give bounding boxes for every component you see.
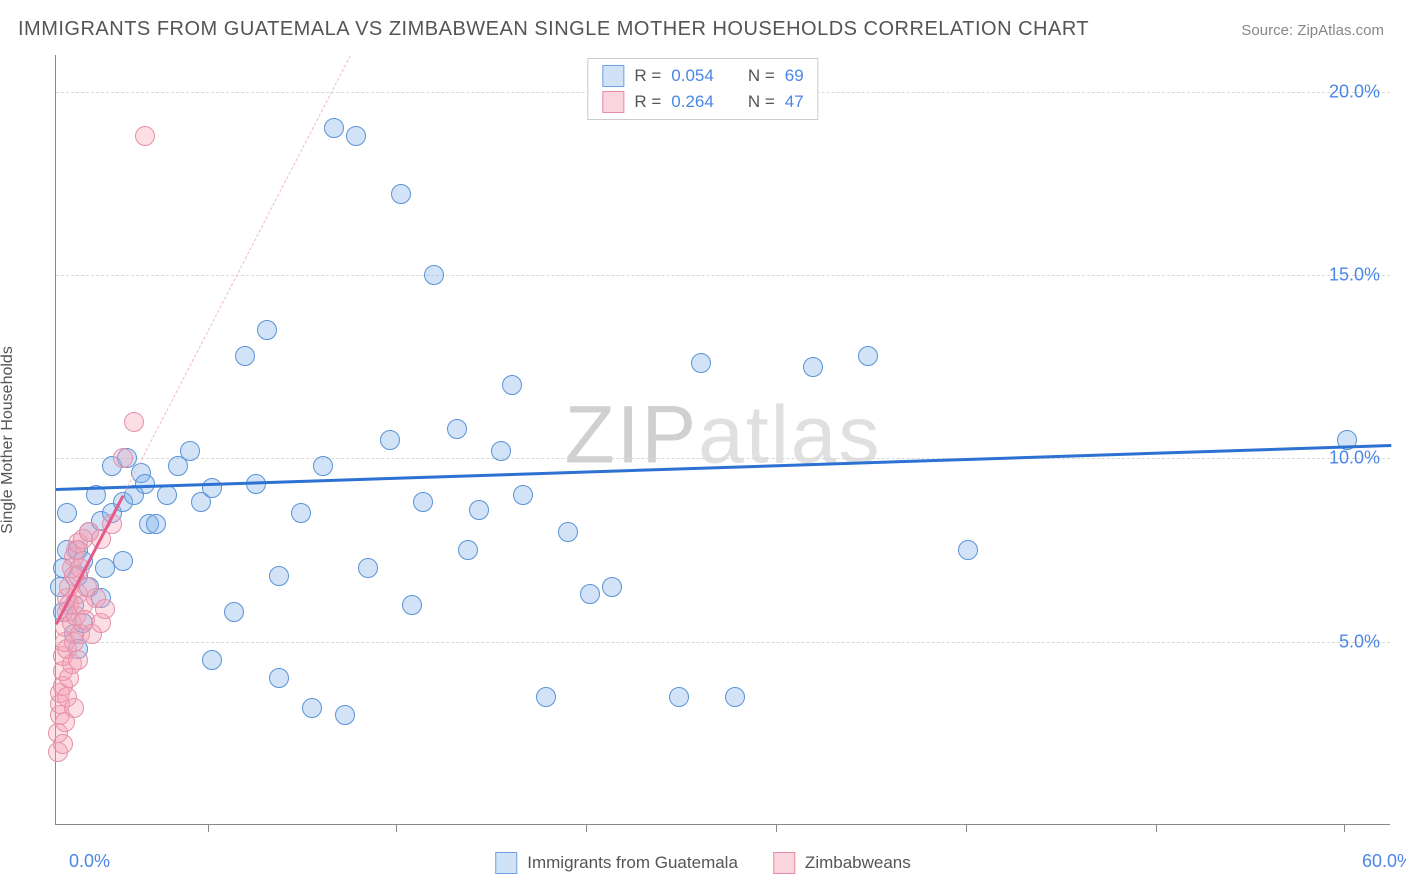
data-point-guatemala (803, 357, 823, 377)
data-point-guatemala (502, 375, 522, 395)
data-point-guatemala (447, 419, 467, 439)
data-point-guatemala (335, 705, 355, 725)
source-value: ZipAtlas.com (1297, 22, 1384, 39)
data-point-guatemala (113, 551, 133, 571)
data-point-guatemala (346, 126, 366, 146)
legend-label-zimbabwe: Zimbabweans (805, 853, 911, 873)
data-point-guatemala (269, 668, 289, 688)
data-point-guatemala (157, 485, 177, 505)
legend-row-guatemala: R = 0.054 N = 69 (602, 63, 803, 89)
data-point-guatemala (602, 577, 622, 597)
data-point-guatemala (235, 346, 255, 366)
n-value-zimbabwe: 47 (785, 92, 804, 112)
swatch-guatemala (495, 852, 517, 874)
r-value-guatemala: 0.054 (671, 66, 714, 86)
legend-row-zimbabwe: R = 0.264 N = 47 (602, 89, 803, 115)
data-point-guatemala (580, 584, 600, 604)
n-label: N = (748, 66, 775, 86)
trend-line-guatemala (56, 444, 1391, 491)
x-tick (1156, 824, 1157, 832)
source-prefix: Source: (1241, 22, 1297, 39)
y-tick-label: 5.0% (1339, 631, 1380, 652)
legend-item-guatemala: Immigrants from Guatemala (495, 852, 738, 874)
data-point-guatemala (202, 478, 222, 498)
data-point-guatemala (358, 558, 378, 578)
swatch-guatemala (602, 65, 624, 87)
data-point-guatemala (669, 687, 689, 707)
x-tick (396, 824, 397, 832)
data-point-guatemala (958, 540, 978, 560)
data-point-guatemala (725, 687, 745, 707)
r-label: R = (634, 92, 661, 112)
data-point-guatemala (202, 650, 222, 670)
data-point-guatemala (558, 522, 578, 542)
x-tick (966, 824, 967, 832)
data-point-guatemala (324, 118, 344, 138)
scatter-chart: ZIPatlas 5.0%10.0%15.0%20.0% (55, 55, 1390, 825)
data-point-zimbabwe (113, 448, 133, 468)
data-point-guatemala (536, 687, 556, 707)
y-axis-label: Single Mother Households (0, 346, 17, 534)
chart-title: IMMIGRANTS FROM GUATEMALA VS ZIMBABWEAN … (18, 18, 1089, 41)
data-point-guatemala (491, 441, 511, 461)
r-value-zimbabwe: 0.264 (671, 92, 714, 112)
data-point-guatemala (458, 540, 478, 560)
swatch-zimbabwe (773, 852, 795, 874)
correlation-legend: R = 0.054 N = 69 R = 0.264 N = 47 (587, 58, 818, 120)
data-point-zimbabwe (68, 650, 88, 670)
data-point-guatemala (402, 595, 422, 615)
x-tick (586, 824, 587, 832)
data-point-zimbabwe (64, 698, 84, 718)
y-tick-label: 20.0% (1329, 81, 1380, 102)
gridline (56, 275, 1390, 276)
data-point-guatemala (391, 184, 411, 204)
data-point-zimbabwe (124, 412, 144, 432)
legend-item-zimbabwe: Zimbabweans (773, 852, 911, 874)
data-point-guatemala (413, 492, 433, 512)
data-point-guatemala (257, 320, 277, 340)
source-label: Source: ZipAtlas.com (1241, 22, 1384, 39)
data-point-guatemala (224, 602, 244, 622)
x-tick-label-min: 0.0% (69, 851, 110, 872)
data-point-zimbabwe (135, 126, 155, 146)
data-point-zimbabwe (53, 734, 73, 754)
data-point-guatemala (57, 503, 77, 523)
data-point-guatemala (513, 485, 533, 505)
r-label: R = (634, 66, 661, 86)
swatch-zimbabwe (602, 91, 624, 113)
data-point-guatemala (313, 456, 333, 476)
data-point-guatemala (469, 500, 489, 520)
data-point-guatemala (269, 566, 289, 586)
x-tick-label-max: 60.0% (1362, 851, 1406, 872)
gridline (56, 642, 1390, 643)
data-point-guatemala (302, 698, 322, 718)
data-point-guatemala (146, 514, 166, 534)
y-tick-label: 10.0% (1329, 448, 1380, 469)
legend-label-guatemala: Immigrants from Guatemala (527, 853, 738, 873)
data-point-guatemala (380, 430, 400, 450)
x-tick (1344, 824, 1345, 832)
data-point-guatemala (180, 441, 200, 461)
data-point-guatemala (858, 346, 878, 366)
series-legend: Immigrants from Guatemala Zimbabweans (495, 852, 911, 874)
data-point-guatemala (424, 265, 444, 285)
x-tick (208, 824, 209, 832)
n-value-guatemala: 69 (785, 66, 804, 86)
data-point-zimbabwe (95, 599, 115, 619)
data-point-guatemala (291, 503, 311, 523)
data-point-guatemala (691, 353, 711, 373)
gridline (56, 458, 1390, 459)
x-tick (776, 824, 777, 832)
y-tick-label: 15.0% (1329, 265, 1380, 286)
n-label: N = (748, 92, 775, 112)
